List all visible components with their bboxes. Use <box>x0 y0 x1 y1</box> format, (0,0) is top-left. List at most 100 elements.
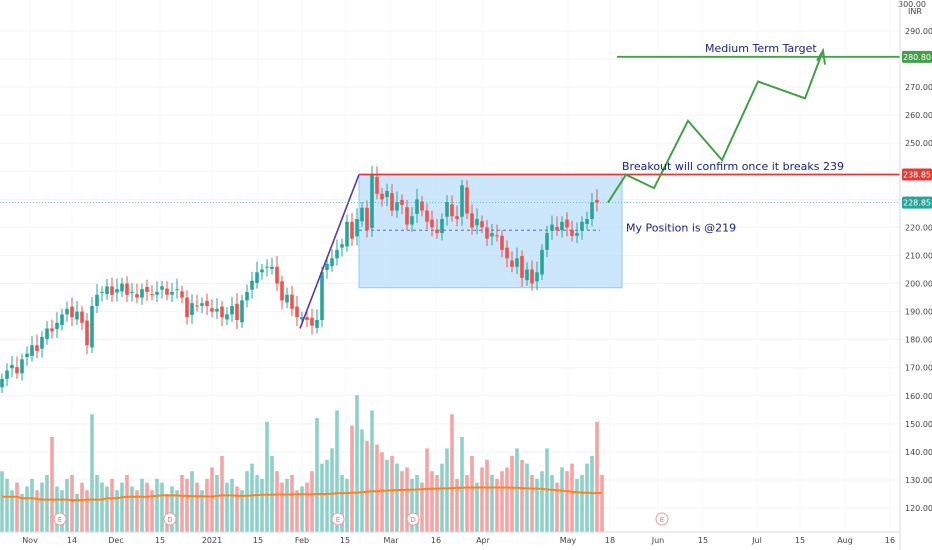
candle-body <box>565 219 569 228</box>
candle-body <box>310 317 314 326</box>
volume-bar <box>235 486 239 532</box>
current-price-tag: 228.85 <box>903 199 931 208</box>
candle-body <box>445 202 449 217</box>
candle-body <box>335 249 339 259</box>
candle-body <box>155 291 159 295</box>
candle-body <box>570 229 574 236</box>
candle-body <box>105 286 109 295</box>
volume-bar <box>570 463 574 532</box>
y-tick-label: 150.00 <box>905 420 932 429</box>
volume-bar <box>140 478 144 532</box>
candle-body <box>465 187 469 214</box>
x-tick-label: 2021 <box>202 536 222 545</box>
volume-bar <box>345 478 349 532</box>
y-tick-label: 210.00 <box>905 251 932 260</box>
candle-body <box>425 210 429 222</box>
price-axis: 300.00 INR 290.00280.00270.00260.00250.0… <box>898 0 932 550</box>
time-axis: Nov 14 Dec 15 2021 15 Feb 15 Mar 16 Apr May 18 Jun 15 J… <box>0 531 900 545</box>
event-badge <box>406 512 420 526</box>
volume-bar <box>505 467 509 532</box>
y-tick-label: 220.00 <box>905 223 932 232</box>
volume-bar <box>430 471 434 532</box>
volume-bar <box>110 478 114 532</box>
volume-bar <box>435 475 439 532</box>
candle-body <box>360 207 364 222</box>
target-price-tag: 280.80 <box>903 53 931 62</box>
volume-bar <box>195 482 199 532</box>
volume-bar <box>225 482 229 532</box>
resistance-price-tag-bg <box>902 168 932 181</box>
candle-body <box>420 201 424 211</box>
candle-body <box>350 221 354 239</box>
candle-body <box>40 336 44 349</box>
volume-bar <box>200 490 204 532</box>
volume-bar <box>340 475 344 532</box>
candle-body <box>415 199 419 214</box>
candle-body <box>535 272 539 282</box>
event-badge-label: D <box>167 516 172 524</box>
candle-body <box>555 226 559 231</box>
candle-body <box>560 221 564 231</box>
volume-bar <box>500 471 504 532</box>
candle-body <box>140 289 144 298</box>
volume-bar <box>305 482 309 532</box>
volume-bar <box>360 429 364 532</box>
candle-body <box>595 199 599 203</box>
candle-body <box>510 260 514 267</box>
volume-bar <box>10 490 14 532</box>
candle-body <box>200 303 204 306</box>
candle-body <box>180 291 184 298</box>
candle-body <box>245 291 249 301</box>
candle-body <box>185 297 189 318</box>
candle-body <box>95 294 99 306</box>
candle-body <box>575 233 579 236</box>
volume-bar <box>40 482 44 532</box>
candle-body <box>515 258 519 267</box>
volume-bar <box>255 475 259 532</box>
volume-bar <box>150 490 154 532</box>
volume-bar <box>90 414 94 532</box>
currency-label: INR <box>908 7 922 16</box>
volume-bar <box>450 414 454 532</box>
candle-body <box>475 218 479 226</box>
volume-bar <box>365 440 369 532</box>
candle-body <box>65 308 69 315</box>
volume-bar <box>575 478 579 532</box>
candle-body <box>85 320 89 346</box>
volume-bar <box>80 482 84 532</box>
resistance-price-tag: 238.85 <box>903 171 931 180</box>
candle-body <box>195 305 199 307</box>
volume-bar <box>330 448 334 532</box>
candle-body <box>160 286 164 290</box>
volume-bar <box>280 482 284 532</box>
volume-bar <box>170 486 174 532</box>
candle-body <box>175 289 179 291</box>
chart-grid <box>0 30 900 509</box>
candle-body <box>45 328 49 340</box>
volume-bar <box>335 410 339 532</box>
volume-bar <box>275 471 279 532</box>
volume-bar <box>50 437 54 532</box>
volume-bar <box>385 459 389 532</box>
candle-body <box>290 294 294 309</box>
volume-bar <box>45 475 49 532</box>
x-tick-label: 15 <box>698 536 708 545</box>
volume-bar <box>445 448 449 532</box>
candle-body <box>280 281 284 301</box>
candle-body <box>90 305 94 348</box>
candle-body <box>135 294 139 298</box>
volume-bar <box>355 395 359 532</box>
volume-bar <box>600 475 604 532</box>
volume-bar <box>315 418 319 532</box>
volume-bar <box>350 425 354 532</box>
candle-body <box>460 185 464 217</box>
volume-bar <box>25 486 29 532</box>
volume-bar <box>260 478 264 532</box>
volume-bar <box>95 475 99 532</box>
position-annotation: My Position is @219 <box>626 222 736 235</box>
x-tick-label: 15 <box>253 536 263 545</box>
volume-bar <box>585 463 589 532</box>
candle-body <box>190 303 194 315</box>
